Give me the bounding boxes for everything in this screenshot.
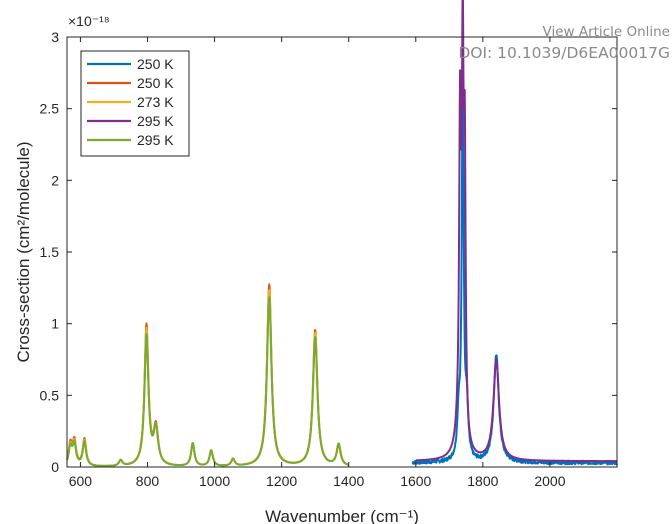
x-tick-label: 2000 xyxy=(534,473,565,489)
x-tick-label: 1000 xyxy=(199,473,230,489)
x-tick-label: 1800 xyxy=(467,473,498,489)
view-article-online-link[interactable]: View Article Online xyxy=(542,24,670,40)
y-tick-label: 2 xyxy=(51,172,59,188)
x-tick-label: 1200 xyxy=(266,473,297,489)
legend-label: 250 K xyxy=(137,56,174,72)
legend-label: 250 K xyxy=(137,75,174,91)
y-tick-label: 1.5 xyxy=(40,244,60,260)
y-tick-label: 1 xyxy=(51,316,59,332)
x-tick-label: 1600 xyxy=(400,473,431,489)
legend-label: 295 K xyxy=(137,132,174,148)
series-lines xyxy=(66,0,618,467)
y-tick-label: 3 xyxy=(51,29,59,45)
y-axis-label: Cross-section (cm²/molecule) xyxy=(14,141,33,362)
axis-ticks: 600 800 1000 1200 1400 1600 1800 2000 0 0.5 1 1.5 2 2… xyxy=(40,29,617,489)
y-tick-label: 0.5 xyxy=(40,387,60,403)
legend-box xyxy=(80,50,190,157)
x-axis-label: Wavenumber (cm⁻¹) xyxy=(265,507,419,524)
y-axis-exponent: ×10⁻¹⁸ xyxy=(68,13,110,29)
legend-label: 295 K xyxy=(137,113,174,129)
legend: 250 K 250 K 273 K 295 K 295 K xyxy=(80,50,190,157)
series-line-5 xyxy=(66,296,350,467)
series-line-1 xyxy=(411,73,618,466)
doi-text: DOI: 10.1039/D6EA00017G xyxy=(458,44,670,62)
x-tick-label: 1400 xyxy=(333,473,364,489)
series-line-3 xyxy=(66,289,350,467)
x-tick-label: 600 xyxy=(69,473,93,489)
legend-label: 273 K xyxy=(137,94,174,110)
x-tick-label: 800 xyxy=(136,473,160,489)
series-line-4 xyxy=(415,0,618,463)
series-line-2 xyxy=(66,283,350,467)
y-tick-label: 0 xyxy=(51,459,59,475)
y-tick-label: 2.5 xyxy=(40,101,60,117)
